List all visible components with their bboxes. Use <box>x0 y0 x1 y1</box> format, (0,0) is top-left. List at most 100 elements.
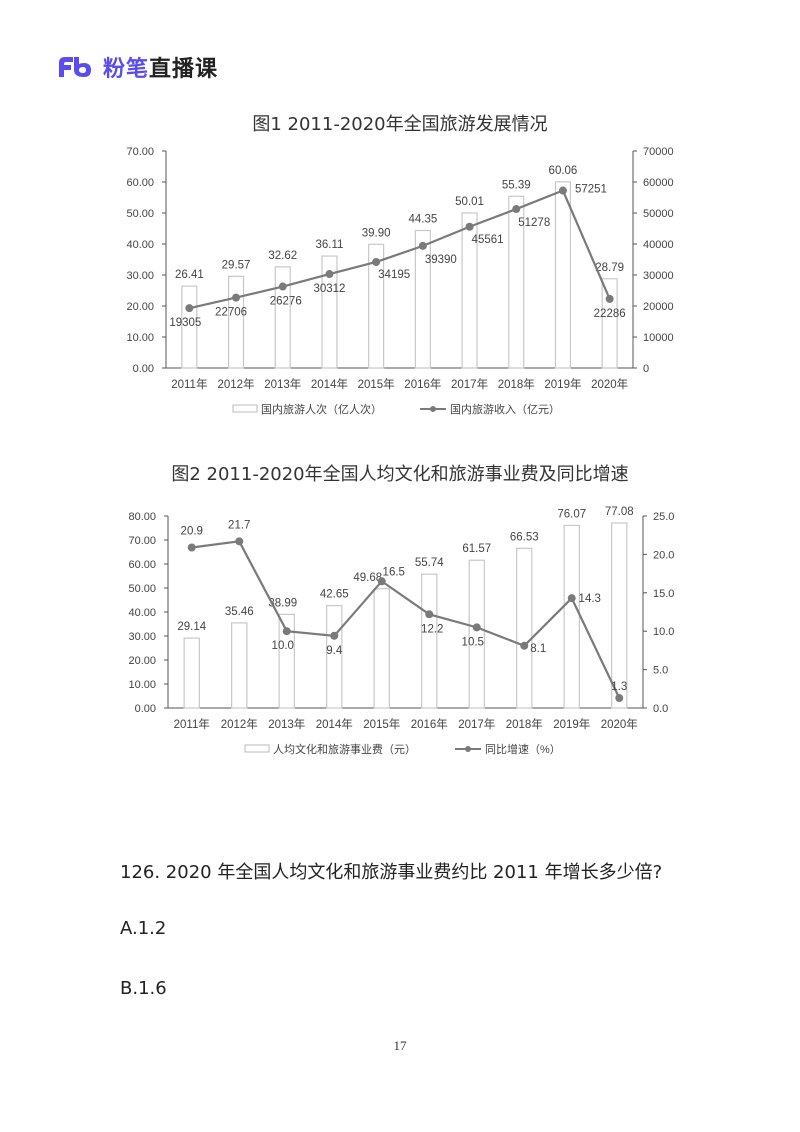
category-label: 2015年 <box>358 377 395 391</box>
line-marker <box>185 304 194 313</box>
logo-brand-text: 粉笔 <box>103 57 150 82</box>
left-tick-label: 70.00 <box>126 146 154 158</box>
category-label: 2016年 <box>404 377 441 391</box>
line-series <box>191 540 621 699</box>
line-value-label: 19305 <box>169 317 201 329</box>
category-label: 2017年 <box>451 377 488 391</box>
line-marker <box>425 610 434 619</box>
right-tick-label: 40000 <box>643 239 674 251</box>
line-value-label: 10.0 <box>272 640 294 652</box>
bar-value-label: 55.74 <box>415 557 444 569</box>
bar <box>368 243 385 369</box>
category-label: 2011年 <box>174 717 210 731</box>
bar <box>516 547 533 709</box>
line-value-label: 34195 <box>378 269 410 281</box>
line-value-label: 14.3 <box>579 593 601 605</box>
line-marker <box>558 186 567 195</box>
option-b[interactable]: B.1.6 <box>120 978 167 999</box>
line-marker <box>282 627 291 636</box>
right-tick-label: 5.0 <box>653 665 668 677</box>
bar <box>563 524 580 709</box>
line-marker <box>187 543 196 552</box>
left-tick-label: 30.00 <box>126 270 154 282</box>
legend-bar-swatch-icon <box>232 404 258 413</box>
category-label: 2015年 <box>363 717 400 731</box>
bar-value-label: 55.39 <box>502 179 531 191</box>
right-tick-label: 10.0 <box>653 626 674 638</box>
left-tick-label: 60.00 <box>128 559 156 571</box>
bar-value-label: 49.68 <box>353 572 382 584</box>
bar <box>231 622 248 709</box>
legend-bar-swatch-icon <box>244 744 270 753</box>
legend-line-label: 国内旅游收入（亿元） <box>450 402 560 416</box>
line-value-label: 20.9 <box>181 525 203 537</box>
line-marker <box>330 631 339 640</box>
bar <box>601 278 618 369</box>
category-label: 2011年 <box>171 377 207 391</box>
category-label: 2016年 <box>411 717 448 731</box>
left-tick-label: 30.00 <box>128 631 156 643</box>
category-label: 2012年 <box>218 377 255 391</box>
bar <box>611 522 628 709</box>
legend: 人均文化和旅游事业费（元） 同比增速（%） <box>244 742 561 756</box>
category-label: 2018年 <box>498 377 535 391</box>
bar-value-label: 32.62 <box>268 250 297 262</box>
left-tick-label: 0.00 <box>135 703 156 715</box>
category-label: 2013年 <box>268 717 305 731</box>
category-label: 2014年 <box>316 717 353 731</box>
right-tick-label: 0.0 <box>653 703 668 715</box>
option-a[interactable]: A.1.2 <box>120 918 167 939</box>
bar-value-label: 61.57 <box>462 543 491 555</box>
category-label: 2018年 <box>506 717 543 731</box>
bar <box>554 181 572 369</box>
line-value-label: 26276 <box>270 296 302 308</box>
right-tick-label: 20.0 <box>653 549 674 561</box>
line-value-label: 8.1 <box>530 643 546 655</box>
right-tick-label: 10000 <box>643 332 674 344</box>
line-value-label: 22706 <box>215 307 247 319</box>
line-value-label: 21.7 <box>228 519 250 531</box>
bar-value-label: 44.35 <box>408 214 437 226</box>
line-value-label: 12.2 <box>421 623 443 635</box>
line-marker <box>235 537 244 546</box>
bar-value-label: 42.65 <box>320 589 349 601</box>
fb-logo-icon <box>59 57 91 77</box>
left-tick-label: 80.00 <box>128 511 156 523</box>
left-tick-label: 60.00 <box>126 177 154 189</box>
legend: 国内旅游人次（亿人次） 国内旅游收入（亿元） <box>232 402 560 416</box>
right-tick-label: 70000 <box>643 146 674 158</box>
bar-value-label: 77.08 <box>605 506 634 518</box>
category-label: 2020年 <box>601 717 638 731</box>
line-marker <box>512 205 521 214</box>
left-tick-label: 0.00 <box>133 363 154 375</box>
left-tick-label: 10.00 <box>128 679 156 691</box>
line-value-label: 39390 <box>425 254 457 266</box>
left-tick-label: 70.00 <box>128 535 156 547</box>
right-tick-label: 50000 <box>643 208 674 220</box>
bar <box>278 613 295 709</box>
right-tick-label: 15.0 <box>653 588 674 600</box>
bar-value-label: 36.11 <box>315 239 343 251</box>
legend-bar-label: 国内旅游人次（亿人次） <box>261 402 382 416</box>
bar <box>461 212 478 369</box>
bar <box>326 605 343 709</box>
line-value-label: 45561 <box>472 234 504 246</box>
line-marker <box>278 282 287 291</box>
bar-value-label: 50.01 <box>455 196 484 208</box>
line-marker <box>520 641 529 650</box>
chart2-title: 图2 2011-2020年全国人均文化和旅游事业费及同比增速 <box>171 464 629 485</box>
line-marker <box>325 270 334 279</box>
logo-product-text: 直播课 <box>149 57 219 82</box>
bar-value-label: 28.79 <box>595 262 624 274</box>
right-tick-label: 30000 <box>643 270 674 282</box>
legend-bar-label: 人均文化和旅游事业费（元） <box>273 742 416 756</box>
category-label: 2014年 <box>311 377 348 391</box>
line-marker <box>465 222 474 231</box>
chart2-culture-tourism-expenditure: 0.00 10.00 20.00 30.00 40.00 50.00 60.00 70.00 8… <box>128 506 674 756</box>
category-label: 2012年 <box>221 717 258 731</box>
line-value-label: 30312 <box>313 283 345 295</box>
line-value-label: 9.4 <box>326 645 343 657</box>
bar-value-label: 76.07 <box>557 508 586 520</box>
left-tick-label: 20.00 <box>126 301 154 313</box>
bar <box>373 588 390 709</box>
